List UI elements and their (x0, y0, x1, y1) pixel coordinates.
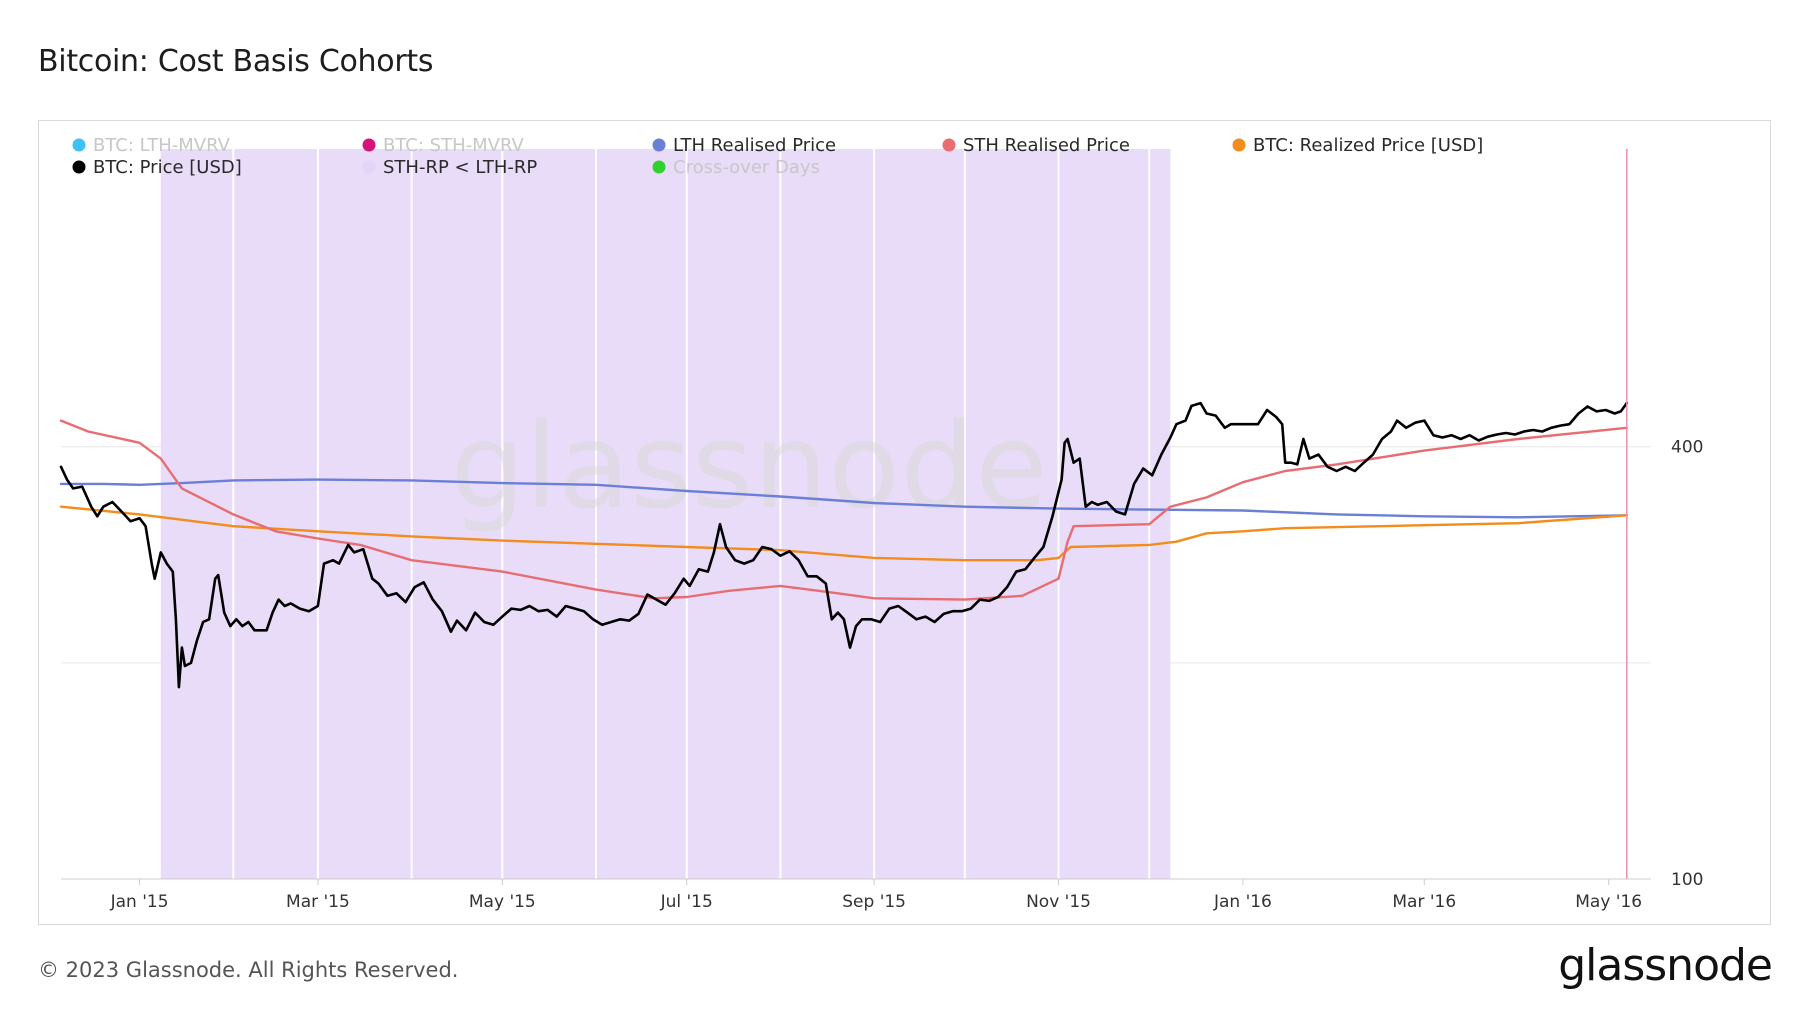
x-tick-label: Sep '15 (842, 892, 906, 912)
x-tick-label: Jan '16 (1213, 892, 1272, 912)
legend-label-btc-lth-mvrv[interactable]: BTC: LTH-MVRV (93, 135, 231, 156)
x-tick-label: Mar '16 (1392, 892, 1456, 912)
x-tick-label: May '16 (1575, 892, 1642, 912)
legend-marker-btc-price-usd[interactable] (72, 160, 86, 174)
y-tick-label: 100 (1671, 870, 1703, 890)
legend-marker-sth-realised-price[interactable] (942, 138, 956, 152)
series-line-btc-price-usd (59, 401, 1629, 689)
legend-label-btc-price-usd[interactable]: BTC: Price [USD] (93, 157, 242, 178)
legend-marker-btc-lth-mvrv[interactable] (72, 138, 86, 152)
x-tick-label: Jan '15 (110, 892, 169, 912)
legend-marker-sth-rp-lth-rp[interactable] (362, 160, 376, 174)
shaded-region-sth-below-lth (160, 149, 1171, 879)
series-line-lth-realised-price (59, 478, 1629, 519)
x-tick-label: Jul '15 (660, 892, 713, 912)
legend-label-btc-sth-mvrv[interactable]: BTC: STH-MVRV (383, 135, 524, 156)
chart-canvas: glassnode Jan '15 Mar '15 May '15 Jul '15 Sep… (59, 135, 1703, 912)
legend-marker-lth-realised-price[interactable] (652, 138, 666, 152)
series-line-btc-realized-price-usd (59, 505, 1629, 562)
x-tick-label: May '15 (469, 892, 536, 912)
legend-marker-btc-sth-mvrv[interactable] (362, 138, 376, 152)
x-tick-label: Nov '15 (1026, 892, 1091, 912)
legend-label-sth-realised-price[interactable]: STH Realised Price (963, 135, 1130, 156)
x-tick-label: Mar '15 (286, 892, 350, 912)
brand-logo[interactable]: glassnode (1558, 940, 1773, 991)
y-tick-label: 400 (1671, 438, 1703, 458)
copyright-text: © 2023 Glassnode. All Rights Reserved. (38, 958, 459, 982)
legend-label-sth-rp-lth-rp[interactable]: STH-RP < LTH-RP (383, 157, 537, 178)
series-line-sth-realised-price (59, 419, 1629, 601)
legend-marker-btc-realized-price-usd[interactable] (1232, 138, 1246, 152)
legend-label-btc-realized-price-usd[interactable]: BTC: Realized Price [USD] (1253, 135, 1483, 156)
legend-label-lth-realised-price[interactable]: LTH Realised Price (673, 135, 836, 156)
watermark-text: glassnode (450, 397, 1047, 535)
legend-marker-cross-over-days[interactable] (652, 160, 666, 174)
legend-label-cross-over-days[interactable]: Cross-over Days (673, 157, 820, 178)
page-title: Bitcoin: Cost Basis Cohorts (38, 44, 434, 79)
chart-panel: glassnode Jan '15 Mar '15 May '15 Jul '15 Sep… (38, 120, 1771, 925)
